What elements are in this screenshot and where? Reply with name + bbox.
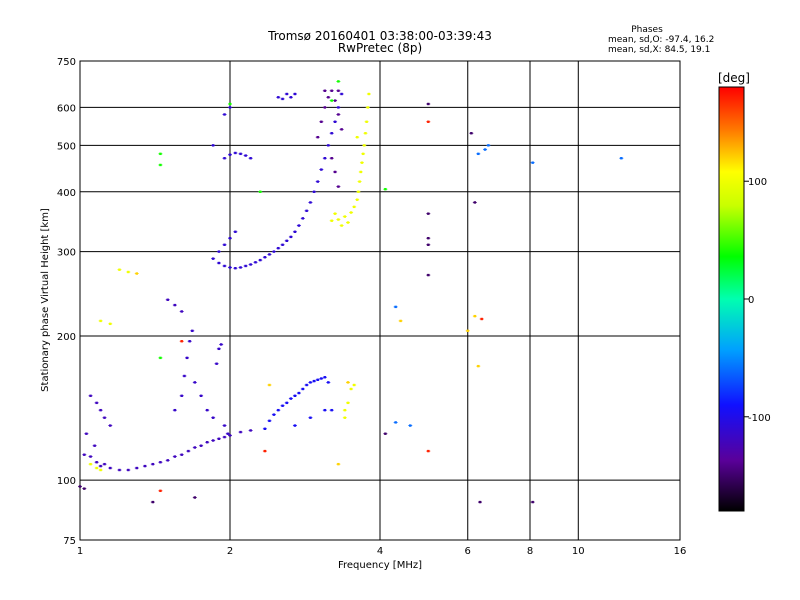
y-tick-label: 200 — [57, 332, 76, 343]
y-tick-label: 500 — [57, 141, 76, 152]
y-axis-label: Stationary phase Virtual Height [km] — [40, 208, 51, 392]
data-points — [78, 80, 624, 504]
y-tick-label: 300 — [57, 248, 76, 259]
y-tick-label: 750 — [57, 57, 76, 68]
x-axis-label: Frequency [MHz] — [338, 560, 422, 571]
x-tick-label: 16 — [674, 546, 687, 557]
stats-line-o: mean, sd,O: -97.4, 16.2 — [608, 35, 714, 45]
stats-line-x: mean, sd,X: 84.5, 19.1 — [608, 45, 710, 55]
x-tick-label: 6 — [465, 546, 471, 557]
chart-subtitle: RwPretec (8p) — [338, 41, 422, 55]
x-tick-label: 1 — [77, 546, 83, 557]
colorbar-tick-label: -100 — [748, 413, 771, 424]
colorbar-ticks: 100 0 -100 — [744, 177, 771, 424]
x-axis-ticks: 1 2 4 6 8 10 16 — [77, 546, 687, 557]
y-tick-label: 600 — [57, 103, 76, 114]
colorbar-label: [deg] — [718, 71, 750, 85]
stats-heading: Phases — [631, 25, 663, 35]
x-tick-label: 10 — [572, 546, 585, 557]
x-tick-label: 8 — [527, 546, 533, 557]
colorbar — [718, 86, 745, 512]
chart-title: Tromsø 20160401 03:38:00-03:39:43 — [267, 29, 492, 43]
y-axis-ticks: 75 100 200 300 400 500 600 750 — [57, 57, 76, 547]
colorbar-tick-label: 100 — [748, 177, 767, 188]
y-tick-label: 75 — [63, 536, 76, 547]
grid-lines — [80, 61, 680, 540]
x-tick-label: 4 — [377, 546, 383, 557]
y-tick-label: 100 — [57, 476, 76, 487]
y-tick-label: 400 — [57, 188, 76, 199]
colorbar-tick-label: 0 — [748, 295, 754, 306]
x-tick-label: 2 — [227, 546, 233, 557]
